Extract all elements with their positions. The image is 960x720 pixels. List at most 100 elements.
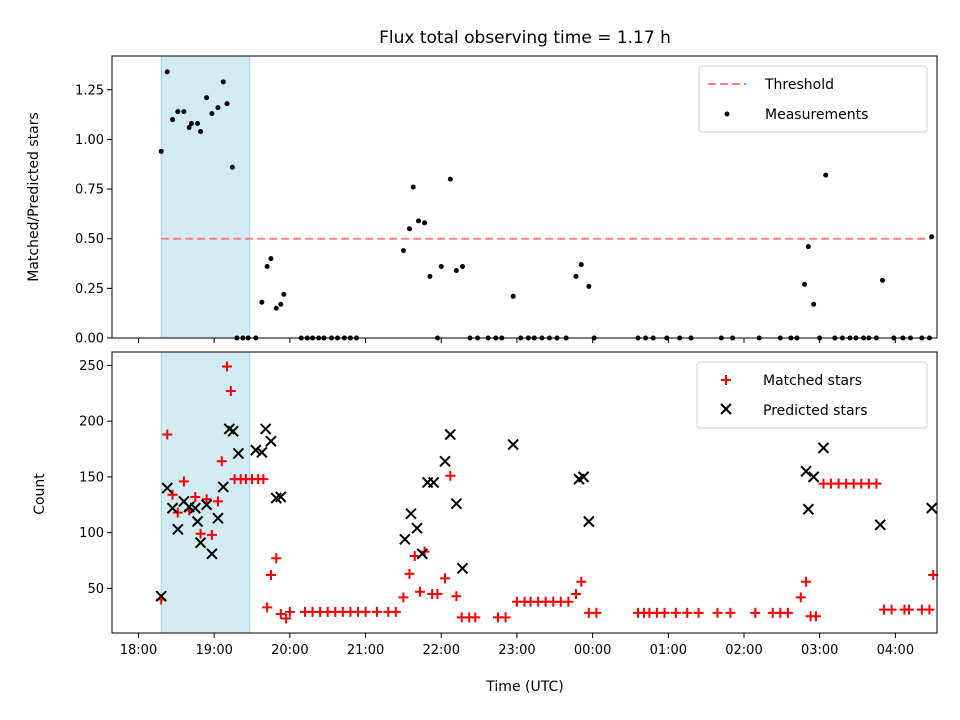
measurement-point xyxy=(204,95,210,101)
matched-star-point xyxy=(371,606,382,617)
y-tick-label: 1.25 xyxy=(75,83,104,98)
matched-star-point xyxy=(782,607,793,618)
measurement-point xyxy=(224,101,230,107)
measurement-point xyxy=(220,79,226,85)
predicted-star-point xyxy=(800,465,812,478)
legend-matched-swatch xyxy=(721,375,731,385)
predicted-star-point xyxy=(250,444,262,456)
matched-star-point xyxy=(432,588,443,599)
matched-star-point xyxy=(563,596,574,607)
predicted-star-point xyxy=(817,442,830,454)
top-plot-frame xyxy=(111,55,938,339)
matched-star-point xyxy=(801,576,812,587)
legend-predicted-swatch xyxy=(720,403,732,415)
top-legend-box xyxy=(698,65,928,133)
matched-star-point xyxy=(195,528,206,539)
x-tick-label: 18:00 xyxy=(120,643,157,658)
x-tick-label: 23:00 xyxy=(498,643,535,658)
matched-star-point xyxy=(225,386,236,397)
matched-star-point xyxy=(404,568,415,579)
measurement-point xyxy=(170,117,176,123)
measurement-point xyxy=(578,262,584,268)
measurement-point xyxy=(195,121,201,127)
predicted-star-point xyxy=(189,502,201,514)
legend-measurements-label: Measurements xyxy=(765,107,868,123)
matched-star-point xyxy=(445,470,456,481)
y-tick-label: 0.50 xyxy=(75,232,104,247)
predicted-star-point xyxy=(444,428,457,441)
matched-star-point xyxy=(591,607,602,618)
matched-star-point xyxy=(924,604,935,615)
predicted-star-point xyxy=(439,455,451,467)
measurement-point xyxy=(929,234,935,240)
matched-star-point xyxy=(206,529,217,540)
matched-star-point xyxy=(810,611,821,622)
measurement-point xyxy=(259,299,265,305)
predicted-star-point xyxy=(155,590,167,602)
measurement-point xyxy=(273,305,279,311)
measurement-point xyxy=(823,172,829,178)
matched-star-point xyxy=(795,592,806,603)
matched-star-point xyxy=(500,612,511,623)
matched-star-point xyxy=(398,592,409,603)
predicted-star-point xyxy=(265,435,277,447)
y-tick-label: 50 xyxy=(87,582,104,597)
y-tick-label: 150 xyxy=(79,470,104,485)
measurement-point xyxy=(268,256,274,262)
matched-star-point xyxy=(886,604,897,615)
measurement-point xyxy=(573,273,579,279)
matched-star-point xyxy=(360,606,371,617)
predicted-star-point xyxy=(191,515,204,528)
measurement-point xyxy=(427,273,433,279)
predicted-star-point xyxy=(427,476,440,489)
predicted-star-point xyxy=(212,512,224,524)
matched-star-point xyxy=(212,496,223,507)
measurement-point xyxy=(158,148,164,154)
bottom-legend-box xyxy=(696,361,928,429)
matched-star-point xyxy=(222,361,233,372)
measurement-point xyxy=(198,128,204,134)
predicted-star-point xyxy=(194,536,207,549)
matched-star-point xyxy=(451,591,462,602)
top-y-axis-label: Matched/Predicted stars xyxy=(26,112,42,282)
measurement-point xyxy=(802,281,808,287)
measurement-point xyxy=(880,277,886,283)
measurement-point xyxy=(281,291,287,297)
measurement-point xyxy=(175,109,181,115)
matched-star-point xyxy=(162,429,173,440)
predicted-star-point xyxy=(583,515,595,528)
x-tick-label: 04:00 xyxy=(877,643,914,658)
y-tick-label: 200 xyxy=(79,415,104,430)
measurement-point xyxy=(186,124,192,130)
predicted-star-point xyxy=(416,548,429,560)
legend-matched-label: Matched stars xyxy=(763,373,862,389)
matched-star-point xyxy=(576,576,587,587)
measurement-point xyxy=(586,283,592,289)
matched-star-point xyxy=(284,606,295,617)
x-tick-label: 22:00 xyxy=(423,643,460,658)
x-axis-label: Time (UTC) xyxy=(485,679,563,695)
legend-measurements-swatch xyxy=(724,111,730,117)
predicted-star-point xyxy=(232,447,245,460)
measurement-point xyxy=(278,301,284,307)
predicted-star-point xyxy=(275,491,287,503)
x-tick-label: 19:00 xyxy=(195,643,232,658)
matched-star-point xyxy=(275,609,286,620)
measurement-point xyxy=(410,184,416,190)
matched-star-point xyxy=(725,607,736,618)
predicted-star-point xyxy=(874,519,886,531)
matched-star-point xyxy=(415,586,426,597)
matched-star-point xyxy=(659,607,670,618)
predicted-star-point xyxy=(259,423,272,435)
measurement-point xyxy=(447,176,453,182)
measurement-point xyxy=(416,218,422,224)
y-tick-label: 250 xyxy=(79,359,104,374)
measurement-point xyxy=(264,264,270,270)
predicted-star-point xyxy=(217,481,229,493)
measurement-point xyxy=(453,267,459,273)
matched-star-point xyxy=(201,494,212,505)
predicted-star-point xyxy=(161,482,173,494)
predicted-star-point xyxy=(450,497,463,510)
legend-predicted-label: Predicted stars xyxy=(763,403,868,419)
